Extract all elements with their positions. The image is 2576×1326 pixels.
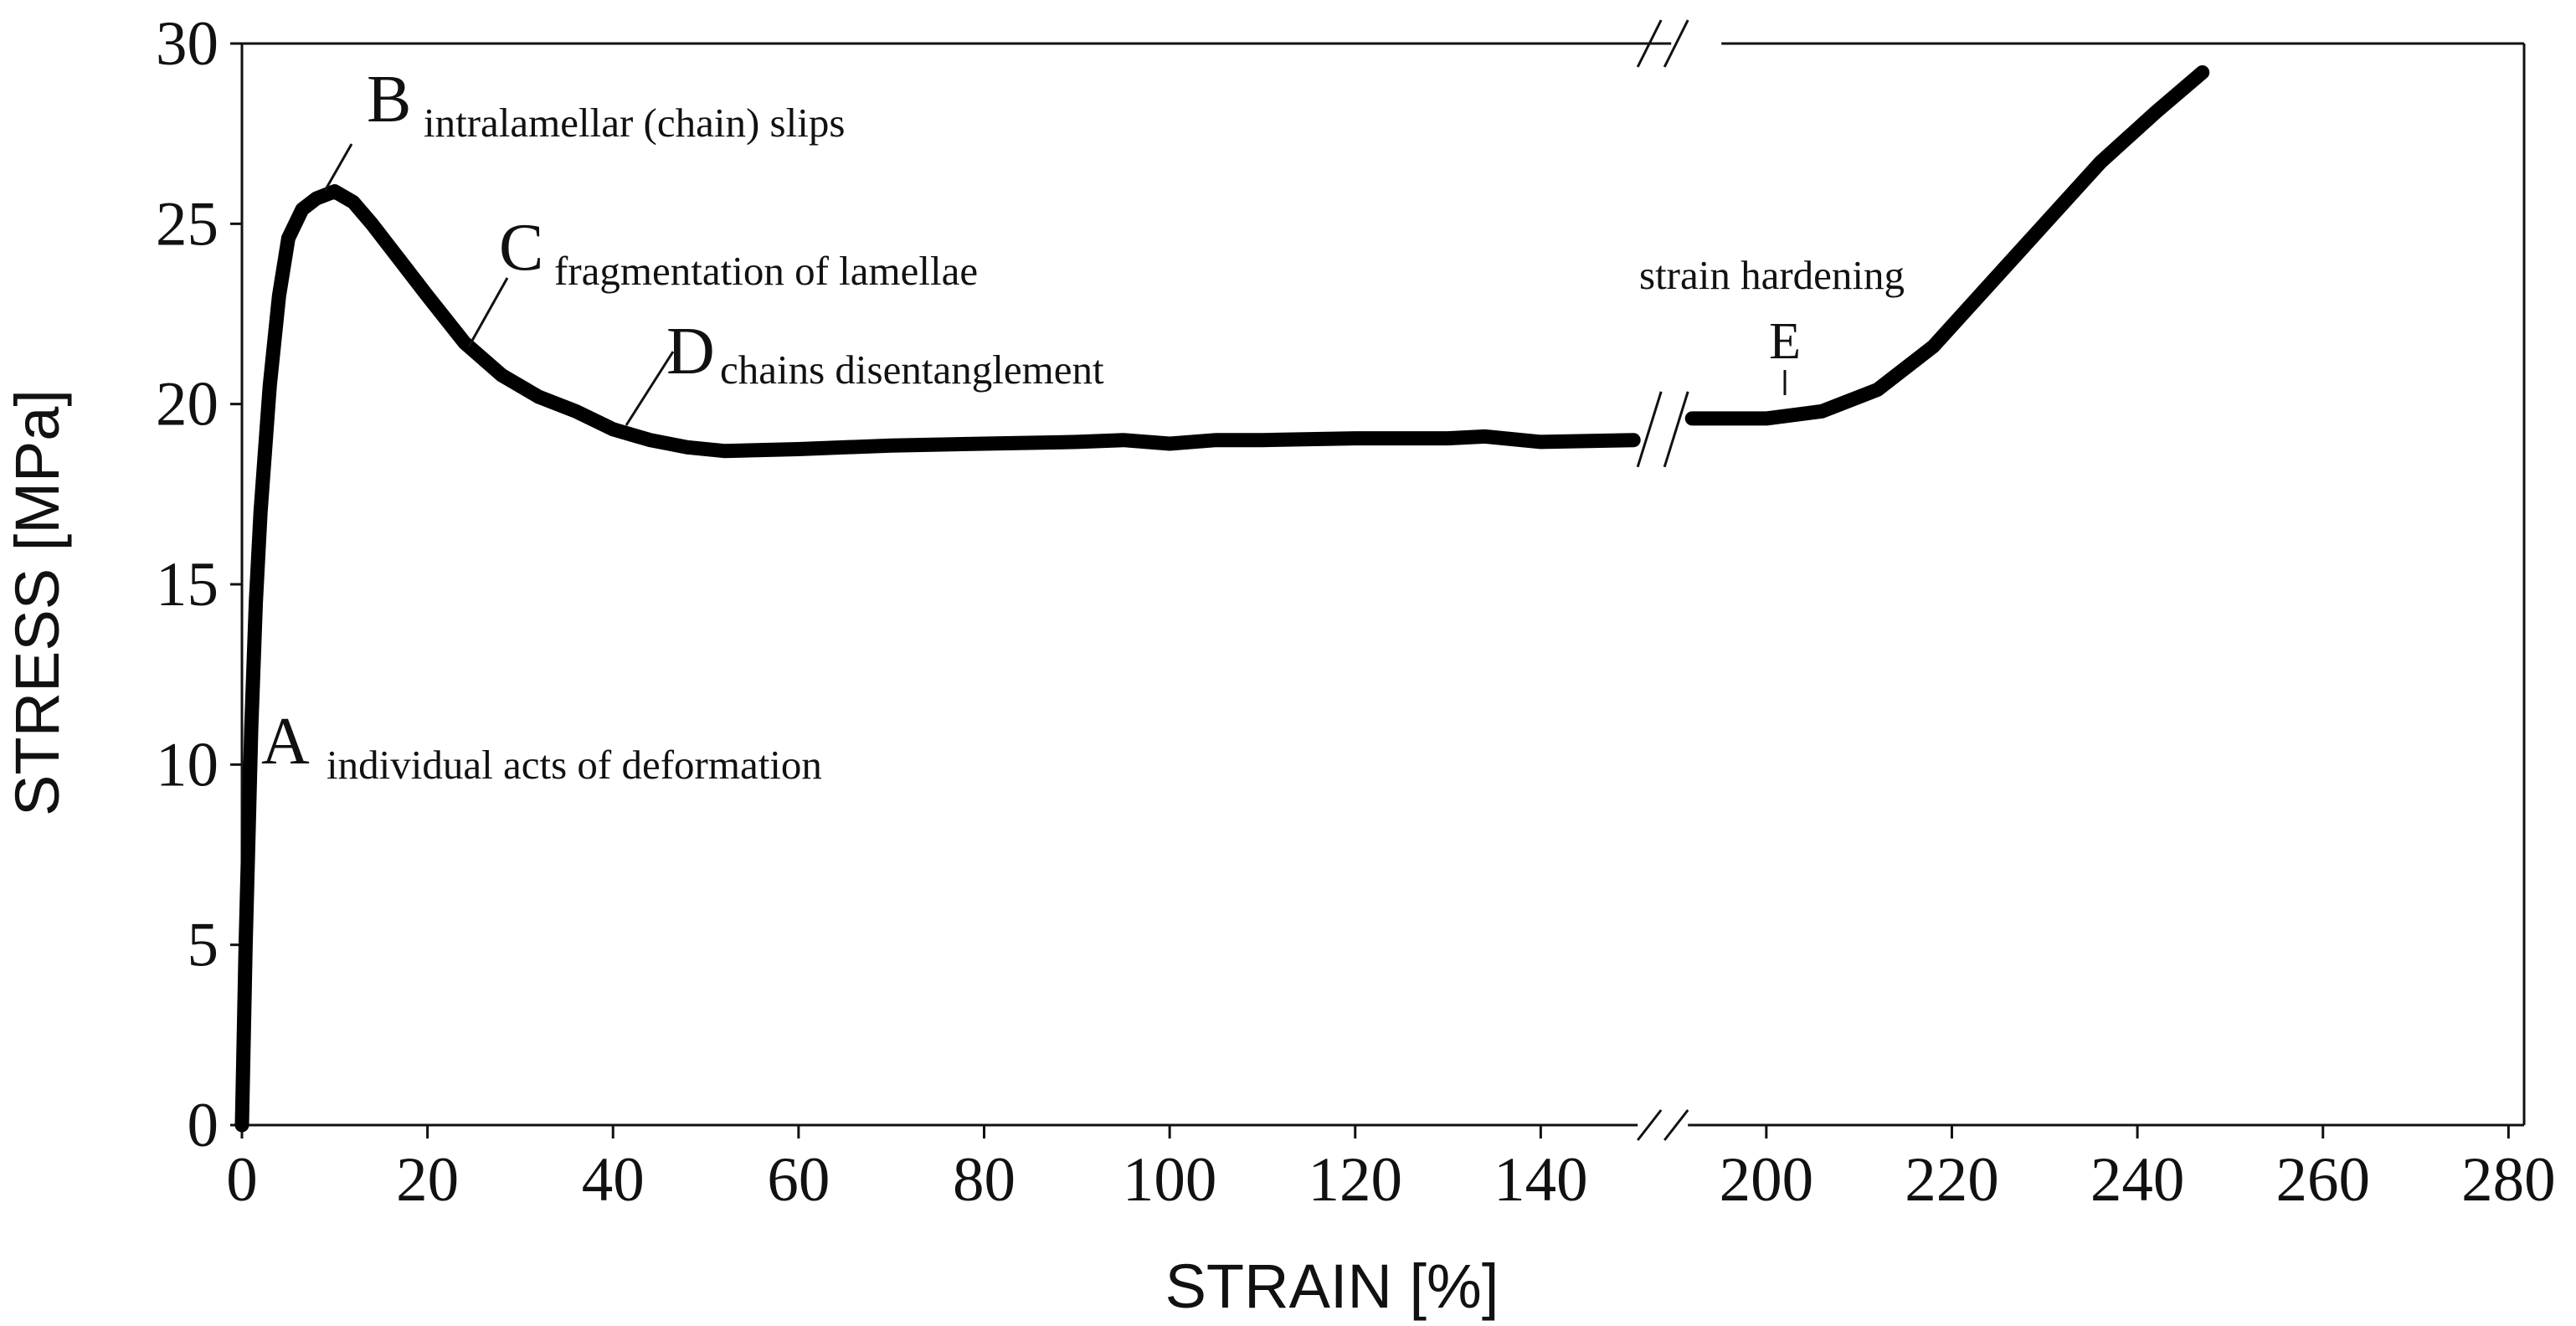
x-tick-label: 40 <box>582 1145 645 1215</box>
y-tick-label: 25 <box>156 189 219 259</box>
x-tick-label: 80 <box>953 1145 1015 1215</box>
y-tick-label: 10 <box>156 730 219 799</box>
x-tick-label: 20 <box>396 1145 459 1215</box>
stress-strain-curve-before-break <box>234 184 1641 1133</box>
axes: 0 20 40 60 80 100 120 140 200 220 240 260 280 0 5 10 15 2… <box>156 9 2556 1215</box>
axis-break-top <box>1636 19 1663 68</box>
y-tick-label: 20 <box>156 370 219 439</box>
x-tick-label: 0 <box>226 1145 258 1215</box>
annotation-leader-B <box>323 143 353 192</box>
x-tick-label: 260 <box>2275 1145 2370 1215</box>
x-tick-label: 60 <box>767 1145 830 1215</box>
y-tick-label: 15 <box>156 550 219 619</box>
stress-strain-curve-after-break <box>1684 65 2210 426</box>
x-axis-title: STRAIN [%] <box>1165 1251 1499 1321</box>
axis-break-bottom <box>1637 1109 1663 1141</box>
annotation-text-E: strain hardening <box>1639 252 1905 298</box>
annotation-letter-E: E <box>1769 313 1801 370</box>
annotation-text-D: chains disentanglement <box>720 347 1104 393</box>
y-tick-label: 30 <box>156 9 219 79</box>
annotation-text-A: individual acts of deformation <box>326 742 822 788</box>
axis-break-bottom <box>1663 1109 1689 1141</box>
x-tick-label: 100 <box>1123 1145 1217 1215</box>
annotation-leader-C <box>467 277 509 347</box>
x-tick-label: 140 <box>1494 1145 1588 1215</box>
x-tick-label: 220 <box>1905 1145 1999 1215</box>
series-layer <box>234 65 2210 1133</box>
y-tick-label: 5 <box>188 911 219 980</box>
annotation-letter-C: C <box>499 211 543 285</box>
annotation-text-B: intralamellar (chain) slips <box>424 100 845 146</box>
annotation-leader-D <box>625 351 675 426</box>
axis-break-curve <box>1663 391 1689 468</box>
annotation-letter-A: A <box>261 705 310 779</box>
x-tick-label: 200 <box>1720 1145 1814 1215</box>
x-tick-label: 240 <box>2090 1145 2185 1215</box>
y-axis-title: STRESS [MPa] <box>3 389 72 816</box>
axis-break-marks <box>1636 19 1689 1141</box>
annotation-letter-B: B <box>367 63 411 136</box>
y-tick-label: 0 <box>188 1091 219 1160</box>
axis-break-curve <box>1636 391 1663 468</box>
x-tick-label: 120 <box>1309 1145 1403 1215</box>
x-tick-label: 280 <box>2461 1145 2556 1215</box>
axis-break-top <box>1663 19 1689 68</box>
annotation-letter-D: D <box>666 315 715 388</box>
annotation-text-C: fragmentation of lamellae <box>554 248 978 294</box>
